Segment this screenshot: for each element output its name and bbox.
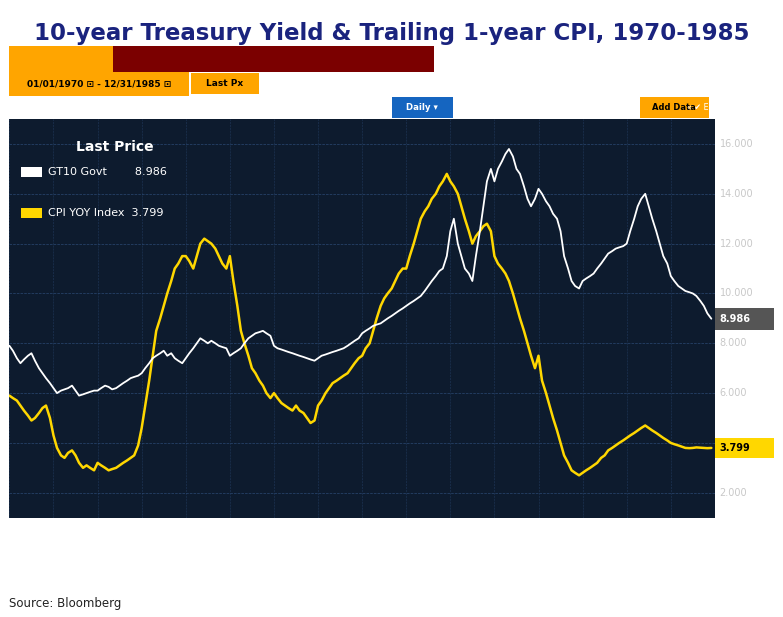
Text: 10-year Treasury Yield & Trailing 1-year CPI, 1970-1985: 10-year Treasury Yield & Trailing 1-year… — [34, 22, 749, 44]
Text: '74: '74 — [198, 526, 218, 539]
Text: Last Px: Last Px — [207, 80, 244, 88]
Text: Add Data: Add Data — [652, 103, 696, 112]
Bar — [190, 73, 259, 94]
Bar — [21, 167, 41, 177]
Text: Last Price: Last Price — [76, 140, 154, 154]
Text: 1Y: 1Y — [262, 103, 272, 112]
Text: Line Chart: Line Chart — [695, 54, 745, 64]
Text: CPI YOY Index  3.799: CPI YOY Index 3.799 — [48, 208, 164, 218]
Text: « ✔ Edit Chart ⚙: « ✔ Edit Chart ⚙ — [687, 103, 753, 112]
Text: '77: '77 — [330, 526, 350, 539]
Bar — [715, 438, 774, 458]
Text: '79: '79 — [418, 526, 438, 539]
Text: GT10 Govt        8.986: GT10 Govt 8.986 — [48, 167, 167, 177]
Text: 5Y: 5Y — [310, 103, 320, 112]
Bar — [715, 307, 774, 330]
Text: YTD: YTD — [214, 103, 230, 112]
Text: GT10 Govt: GT10 Govt — [30, 54, 92, 64]
Text: '76: '76 — [286, 526, 306, 539]
Text: 6M: 6M — [165, 103, 179, 112]
Text: Australia 61 2 9777 8600  Brazil 5511 2395 9000  Europe 44 20 7330 7500  Germany: Australia 61 2 9777 8600 Brazil 5511 239… — [189, 555, 594, 574]
Text: Source: Bloomberg: Source: Bloomberg — [9, 597, 122, 610]
Bar — [392, 97, 453, 118]
Text: + Quick-Add ▾: + Quick-Add ▾ — [567, 103, 626, 112]
Text: '71: '71 — [66, 526, 85, 539]
Text: 01/01/1970 ⊡ - 12/31/1985 ⊡: 01/01/1970 ⊡ - 12/31/1985 ⊡ — [27, 80, 171, 88]
Text: '85: '85 — [683, 526, 703, 539]
Text: '83: '83 — [594, 526, 615, 539]
Text: Max: Max — [358, 103, 376, 112]
Text: '84: '84 — [639, 526, 659, 539]
Text: 1M: 1M — [117, 103, 130, 112]
Text: Daily ▾: Daily ▾ — [406, 103, 438, 112]
Text: 8.000: 8.000 — [720, 338, 747, 348]
Text: '72: '72 — [110, 526, 129, 539]
Text: 1D: 1D — [21, 103, 33, 112]
Text: '73: '73 — [153, 526, 174, 539]
Text: '78: '78 — [374, 526, 394, 539]
Text: Table: Table — [521, 103, 543, 112]
Bar — [9, 46, 113, 72]
Text: 16.000: 16.000 — [720, 139, 753, 149]
Text: 4.000: 4.000 — [720, 438, 747, 448]
Text: 14.000: 14.000 — [720, 189, 753, 199]
Text: 12.000: 12.000 — [720, 239, 753, 249]
Text: 6.000: 6.000 — [720, 388, 747, 398]
Text: '81: '81 — [507, 526, 526, 539]
Text: □ Mov Avgs ⁄  □ Key Events: □ Mov Avgs ⁄ □ Key Events — [382, 80, 508, 88]
Text: 2.000: 2.000 — [720, 488, 747, 498]
Text: 10.000: 10.000 — [720, 289, 753, 299]
Bar — [113, 46, 434, 72]
Text: 94) Suggested Charts    96) Actions ▾   97) Edit ▾: 94) Suggested Charts 96) Actions ▾ 97) E… — [163, 55, 383, 64]
Text: ≡ 1↑: ≡ 1↑ — [457, 103, 479, 112]
Text: '70: '70 — [21, 526, 41, 539]
Text: '75: '75 — [242, 526, 262, 539]
Text: '82: '82 — [550, 526, 571, 539]
Text: '80: '80 — [463, 526, 482, 539]
Text: 3D: 3D — [69, 103, 81, 112]
Bar — [9, 72, 189, 96]
Bar — [21, 208, 41, 218]
Text: 8.986: 8.986 — [720, 313, 751, 324]
Bar — [640, 97, 709, 118]
Text: 3.799: 3.799 — [720, 443, 750, 453]
Text: Local CCY ▾: Local CCY ▾ — [297, 80, 348, 88]
